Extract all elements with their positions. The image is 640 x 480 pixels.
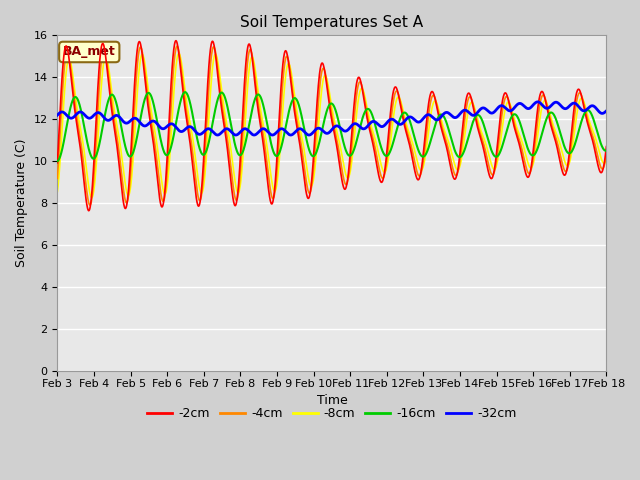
-32cm (175, 128, 183, 134)
-16cm (602, 148, 610, 154)
-8cm (88, 195, 95, 201)
-8cm (602, 156, 610, 162)
-8cm (177, 54, 184, 60)
Title: Soil Temperatures Set A: Soil Temperatures Set A (241, 15, 424, 30)
Line: -2cm: -2cm (58, 41, 606, 211)
-32cm (214, 132, 221, 138)
-2cm (177, 63, 184, 69)
-16cm (163, 152, 170, 158)
-4cm (54, 176, 61, 181)
-16cm (489, 151, 497, 157)
X-axis label: Time: Time (317, 394, 348, 408)
-16cm (54, 158, 61, 164)
-2cm (490, 171, 497, 177)
-4cm (86, 202, 93, 208)
-2cm (54, 160, 61, 166)
-4cm (238, 150, 246, 156)
-32cm (534, 99, 541, 105)
Line: -4cm: -4cm (58, 46, 606, 205)
Line: -16cm: -16cm (58, 92, 606, 161)
-4cm (538, 94, 546, 99)
-32cm (489, 110, 497, 116)
-4cm (418, 168, 426, 173)
-4cm (173, 43, 181, 49)
Line: -8cm: -8cm (58, 54, 606, 198)
-2cm (602, 144, 610, 149)
Legend: -2cm, -4cm, -8cm, -16cm, -32cm: -2cm, -4cm, -8cm, -16cm, -32cm (142, 402, 522, 425)
-2cm (85, 208, 93, 214)
-2cm (238, 131, 246, 136)
-32cm (538, 102, 546, 108)
-2cm (538, 89, 546, 95)
-32cm (54, 112, 61, 118)
-4cm (177, 57, 184, 63)
Y-axis label: Soil Temperature (C): Soil Temperature (C) (15, 139, 28, 267)
Text: BA_met: BA_met (63, 46, 116, 59)
-2cm (172, 38, 180, 44)
-8cm (54, 189, 61, 194)
-8cm (163, 187, 170, 192)
-4cm (490, 171, 497, 177)
-2cm (418, 164, 426, 169)
-16cm (417, 153, 425, 159)
-16cm (181, 89, 189, 95)
-32cm (417, 118, 425, 123)
-16cm (175, 103, 183, 108)
-16cm (237, 152, 245, 157)
Line: -32cm: -32cm (58, 102, 606, 135)
-16cm (538, 132, 545, 138)
-8cm (238, 170, 246, 176)
-8cm (538, 104, 546, 110)
-4cm (163, 178, 170, 184)
-8cm (175, 51, 182, 57)
-4cm (602, 151, 610, 157)
-32cm (237, 128, 245, 134)
-32cm (602, 108, 610, 114)
-8cm (490, 166, 497, 172)
-2cm (163, 166, 170, 171)
-32cm (163, 124, 170, 130)
-8cm (418, 167, 426, 173)
